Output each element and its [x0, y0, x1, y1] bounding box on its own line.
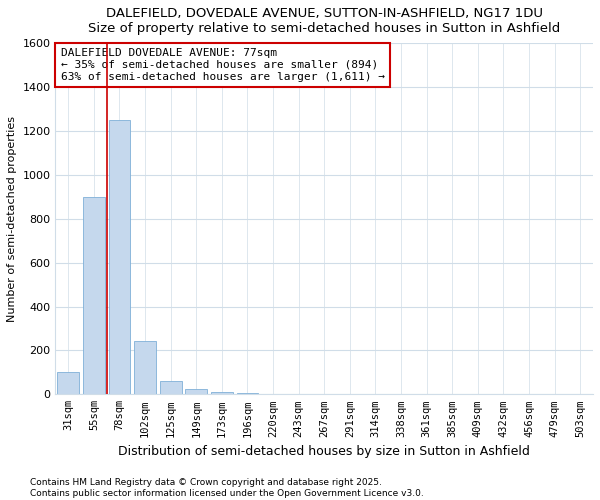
- X-axis label: Distribution of semi-detached houses by size in Sutton in Ashfield: Distribution of semi-detached houses by …: [118, 445, 530, 458]
- Bar: [160, 381, 182, 394]
- Bar: [211, 392, 233, 394]
- Title: DALEFIELD, DOVEDALE AVENUE, SUTTON-IN-ASHFIELD, NG17 1DU
Size of property relati: DALEFIELD, DOVEDALE AVENUE, SUTTON-IN-AS…: [88, 7, 560, 35]
- Bar: [83, 197, 105, 394]
- Bar: [185, 389, 207, 394]
- Bar: [109, 120, 130, 394]
- Bar: [58, 372, 79, 394]
- Text: DALEFIELD DOVEDALE AVENUE: 77sqm
← 35% of semi-detached houses are smaller (894): DALEFIELD DOVEDALE AVENUE: 77sqm ← 35% o…: [61, 48, 385, 82]
- Text: Contains HM Land Registry data © Crown copyright and database right 2025.
Contai: Contains HM Land Registry data © Crown c…: [30, 478, 424, 498]
- Y-axis label: Number of semi-detached properties: Number of semi-detached properties: [7, 116, 17, 322]
- Bar: [134, 340, 156, 394]
